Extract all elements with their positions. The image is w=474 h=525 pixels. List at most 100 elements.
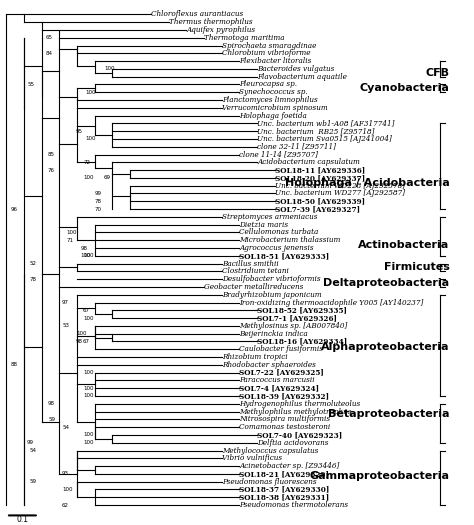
Text: Synechococcus sp.: Synechococcus sp. [239,88,308,96]
Text: 88: 88 [11,362,18,368]
Text: SOL18-50 [AY629339]: SOL18-50 [AY629339] [275,197,365,205]
Text: Methylococcus capsulatus: Methylococcus capsulatus [222,446,318,455]
Text: Delftia acidovorans: Delftia acidovorans [257,439,329,447]
Text: Pseudomonas thermotolerans: Pseudomonas thermotolerans [239,501,348,509]
Text: Methylophilus methylotrophus: Methylophilus methylotrophus [239,407,352,416]
Text: clone 32-11 [Z95711]: clone 32-11 [Z95711] [257,143,336,151]
Text: Verrucomicrobium spinosum: Verrucomicrobium spinosum [222,104,328,112]
Text: clone 11-14 [Z95707]: clone 11-14 [Z95707] [239,151,319,159]
Text: Microbacterium thalassium: Microbacterium thalassium [239,236,341,244]
Text: Flexibacter litoralis: Flexibacter litoralis [239,57,312,65]
Text: Thermotoga maritima: Thermotoga maritima [204,34,284,41]
Text: SOL7-39 [AY629327]: SOL7-39 [AY629327] [275,205,360,213]
Text: 100: 100 [76,331,87,336]
Text: 100: 100 [83,440,93,445]
Text: Unc. bacterium WD228 [AJ292578]: Unc. bacterium WD228 [AJ292578] [275,182,405,190]
Text: Thermus thermophilus: Thermus thermophilus [169,18,252,26]
Text: 54: 54 [62,425,69,429]
Text: Dietzia maris: Dietzia maris [239,220,289,229]
Text: 98: 98 [48,401,55,406]
Text: Rhizobium tropici: Rhizobium tropici [222,353,287,361]
Text: Spirochaeta smaragdinae: Spirochaeta smaragdinae [222,41,316,49]
Text: 93: 93 [62,471,69,476]
Text: 59: 59 [48,417,55,422]
Text: Pseudomonas fluorescens: Pseudomonas fluorescens [222,478,316,486]
Text: 85: 85 [48,152,55,157]
Text: Acinetobacter sp. [Z93446]: Acinetobacter sp. [Z93446] [239,462,340,470]
Text: 70: 70 [95,206,102,212]
Text: 100: 100 [104,66,115,71]
Text: 100: 100 [62,487,73,492]
Text: Gammaproteobacteria: Gammaproteobacteria [310,471,449,481]
Text: Betaproteobacteria: Betaproteobacteria [328,409,449,419]
Text: Actinobacteria: Actinobacteria [358,240,449,250]
Text: 100: 100 [83,370,93,375]
Text: 55: 55 [27,82,34,87]
Text: Caulobacter fusiformis: Caulobacter fusiformis [239,345,323,353]
Text: Methylosinus sp. [AB007840]: Methylosinus sp. [AB007840] [239,322,348,330]
Text: 100: 100 [83,394,93,398]
Text: 53: 53 [62,323,69,329]
Text: Acidobacterium capsulatum: Acidobacterium capsulatum [257,159,360,166]
Text: 100: 100 [83,316,93,321]
Text: 98: 98 [76,339,83,344]
Text: 100: 100 [83,386,93,391]
Text: 98: 98 [81,246,88,250]
Text: 59: 59 [29,479,36,484]
Text: 78: 78 [29,277,36,282]
Text: 71: 71 [67,238,74,243]
Text: Aquifex pyrophilus: Aquifex pyrophilus [186,26,255,34]
Text: Hydrogenophilus thermoluteolus: Hydrogenophilus thermoluteolus [239,400,361,408]
Text: 100: 100 [85,90,96,94]
Text: 52: 52 [29,261,36,266]
Text: 76: 76 [48,167,55,173]
Text: 100: 100 [81,253,91,258]
Text: 99: 99 [27,440,34,445]
Text: 0.1: 0.1 [17,515,28,524]
Text: Nitrosospira multiformis: Nitrosospira multiformis [239,415,330,423]
Text: Holophaga foetida: Holophaga foetida [239,112,307,120]
Text: CFB: CFB [426,68,449,78]
Text: SOL18-39 [AY629332]: SOL18-39 [AY629332] [239,392,329,400]
Text: Unc. bacterium wb1-A08 [AF317741]: Unc. bacterium wb1-A08 [AF317741] [257,119,395,128]
Text: Chlorobium vibrioforme: Chlorobium vibrioforme [222,49,310,57]
Text: Unc. bacterium Sva0515 [AJ241004]: Unc. bacterium Sva0515 [AJ241004] [257,135,392,143]
Text: SOL7-4 [AY629324]: SOL7-4 [AY629324] [239,384,319,392]
Text: Agrococcus jenensis: Agrococcus jenensis [239,244,314,252]
Text: Iron-oxidizing thermoacidophile Y005 [AY140237]: Iron-oxidizing thermoacidophile Y005 [AY… [239,299,424,307]
Text: Holophaga / Acidobacteria: Holophaga / Acidobacteria [285,178,449,188]
Text: 78: 78 [95,199,102,204]
Text: Flavobacterium aquatile: Flavobacterium aquatile [257,72,347,81]
Text: 67: 67 [83,308,90,313]
Text: SOL18-37 [AY629330]: SOL18-37 [AY629330] [239,486,330,493]
Text: Streptomyces armeniacus: Streptomyces armeniacus [222,213,317,221]
Text: Rhodobacter sphaeroides: Rhodobacter sphaeroides [222,361,316,369]
Text: Clostridium tetani: Clostridium tetani [222,267,289,276]
Text: 95: 95 [76,129,83,134]
Text: Geobacter metallireducens: Geobacter metallireducens [204,283,303,291]
Text: SOL18-16 [AY629334]: SOL18-16 [AY629334] [257,338,347,345]
Text: SOL7-1 [AY629326]: SOL7-1 [AY629326] [257,314,337,322]
Text: Beijerinckia indica: Beijerinckia indica [239,330,308,338]
Text: Bacteroides vulgatus: Bacteroides vulgatus [257,65,335,73]
Text: Comamonas testosteroni: Comamonas testosteroni [239,423,331,431]
Text: Bradyrhizobium japonicum: Bradyrhizobium japonicum [222,291,321,299]
Text: Vibrio vulnificus: Vibrio vulnificus [222,454,282,463]
Text: 100: 100 [83,253,93,258]
Text: Unc. bacterium  RB25 [Z95718]: Unc. bacterium RB25 [Z95718] [257,127,375,135]
Text: 100: 100 [83,175,93,181]
Text: 72: 72 [83,160,90,165]
Text: SOL18-51 [AY629333]: SOL18-51 [AY629333] [239,252,329,260]
Text: Firmicutes: Firmicutes [383,262,449,272]
Text: Deltaproteobacteria: Deltaproteobacteria [323,278,449,288]
Text: 100: 100 [83,433,93,437]
Text: 69: 69 [104,175,111,181]
Text: Planctomyces limnophilus: Planctomyces limnophilus [222,96,318,104]
Text: Desulfobacter vibrioformis: Desulfobacter vibrioformis [222,275,320,283]
Text: Cellulomonas turbata: Cellulomonas turbata [239,228,319,236]
Text: Chloroflexus aurantiacus: Chloroflexus aurantiacus [151,10,243,18]
Text: 54: 54 [29,448,36,453]
Text: SOL18-52 [AY629335]: SOL18-52 [AY629335] [257,306,347,314]
Text: Unc. bacterium WD277 [AJ292587]: Unc. bacterium WD277 [AJ292587] [275,190,405,197]
Text: SOL18-21 [AY629329]: SOL18-21 [AY629329] [239,470,329,478]
